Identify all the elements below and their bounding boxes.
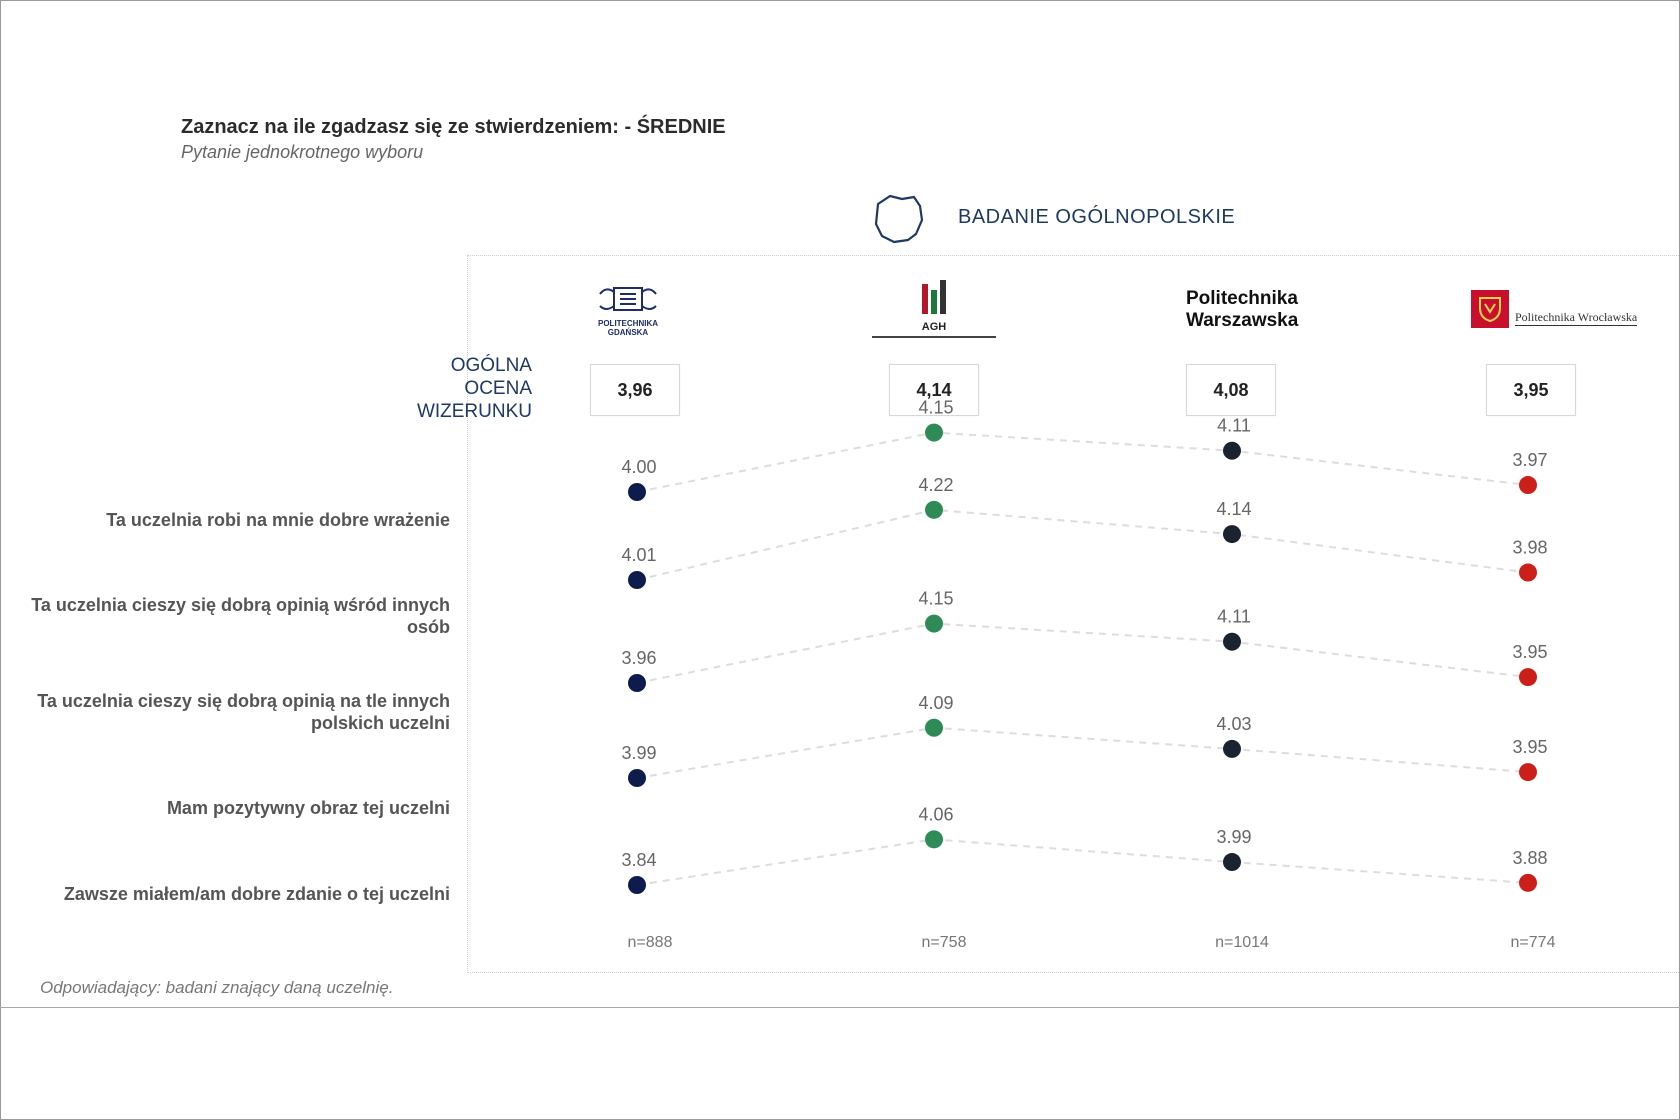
pw-logo-line-2: Warszawska xyxy=(1186,310,1299,331)
sample-size-agh: n=758 xyxy=(922,934,967,951)
value-label-agh-row-5: 4.06 xyxy=(918,804,953,824)
row-1-connector xyxy=(636,431,1529,493)
overall-label-line-1: OGÓLNA xyxy=(450,355,532,376)
statement-label-1: Ta uczelnia robi na mnie dobre wrażenie xyxy=(106,510,450,530)
overall-label-line-3: WIZERUNKU xyxy=(416,401,532,422)
poland-map-icon xyxy=(874,194,924,244)
statement-label-2: Ta uczelnia cieszy się dobrą opinią wśró… xyxy=(31,595,450,637)
chart-panel xyxy=(467,255,1680,973)
score-box-pwr: 3,95 xyxy=(1486,364,1576,416)
value-label-pw-row-4: 4.03 xyxy=(1216,714,1251,734)
value-label-pwr-row-3: 3.95 xyxy=(1512,642,1547,662)
dot-agh-row-4 xyxy=(925,718,943,737)
dot-agh-row-1 xyxy=(925,423,943,442)
overall-rating-label: OGÓLNA OCENA WIZERUNKU xyxy=(380,354,532,423)
value-label-agh-row-2: 4.22 xyxy=(918,475,953,495)
dot-pwr-row-3 xyxy=(1519,668,1537,687)
chart-title: Zaznacz na ile zgadzasz się ze stwierdze… xyxy=(181,116,726,138)
score-box-pw: 4,08 xyxy=(1186,364,1276,416)
value-label-pwr-row-5: 3.88 xyxy=(1512,848,1547,868)
pg-logo-text: POLITECHNIKA GDAŃSKA xyxy=(598,319,658,337)
dot-pwr-row-2 xyxy=(1519,563,1537,582)
sample-size-pw: n=1014 xyxy=(1215,934,1269,951)
dot-pwr-row-1 xyxy=(1519,476,1537,495)
pwr-logo-text: Politechnika Wrocławska xyxy=(1515,310,1638,326)
row-2-connector xyxy=(636,508,1529,581)
dot-agh-row-2 xyxy=(925,500,943,519)
chart-subtitle: Pytanie jednokrotnego wyboru xyxy=(181,142,424,162)
dot-pg-row-5 xyxy=(628,876,646,894)
value-label-pwr-row-4: 3.95 xyxy=(1512,737,1547,757)
logo-politechnika-gdanska: POLITECHNIKA GDAŃSKA xyxy=(592,284,664,337)
score-box-pg: 3,96 xyxy=(590,364,680,416)
logo-agh: AGH xyxy=(872,278,996,338)
dot-pwr-row-4 xyxy=(1519,763,1537,782)
statement-label-4: Mam pozytywny obraz tej uczelni xyxy=(166,798,450,818)
statement-label-5: Zawsze miałem/am dobre zdanie o tej ucze… xyxy=(63,884,450,904)
pwr-shield-icon xyxy=(1471,290,1509,328)
pg-crest-icon xyxy=(599,287,657,311)
value-label-pg-row-3: 3.96 xyxy=(621,648,656,668)
value-label-pw-row-3: 4.11 xyxy=(1217,607,1251,627)
row-5-connector xyxy=(636,838,1529,886)
logo-politechnika-warszawska: Politechnika Warszawska xyxy=(1186,288,1298,332)
value-label-agh-row-3: 4.15 xyxy=(918,589,953,609)
value-label-agh-row-1: 4.15 xyxy=(918,398,953,418)
footnote: Odpowiadający: badani znający daną uczel… xyxy=(40,978,394,997)
study-label: BADANIE OGÓLNOPOLSKIE xyxy=(958,206,1236,228)
dot-pw-row-1 xyxy=(1223,441,1241,460)
dot-pg-row-4 xyxy=(628,769,646,787)
value-label-agh-row-4: 4.09 xyxy=(918,693,953,713)
agh-logo-text: AGH xyxy=(921,321,947,333)
score-box-agh: 4,14 xyxy=(889,364,979,416)
dot-agh-row-5 xyxy=(925,830,943,849)
dot-pg-row-1 xyxy=(628,483,646,501)
row-4-connector xyxy=(636,726,1529,779)
dot-pwr-row-5 xyxy=(1519,873,1537,892)
value-label-pw-row-1: 4.11 xyxy=(1217,416,1251,436)
overall-label-line-2: OCENA xyxy=(464,378,532,399)
statement-label-3: Ta uczelnia cieszy się dobrą opinią na t… xyxy=(37,691,450,733)
logo-politechnika-wroclawska: Politechnika Wrocławska xyxy=(1471,290,1638,328)
divider xyxy=(0,1007,1680,1008)
dot-pw-row-5 xyxy=(1223,853,1241,872)
value-label-pg-row-2: 4.01 xyxy=(621,545,656,565)
value-label-pwr-row-2: 3.98 xyxy=(1512,538,1547,558)
dot-pw-row-4 xyxy=(1223,739,1241,758)
value-label-pg-row-5: 3.84 xyxy=(621,850,656,870)
sample-size-pwr: n=774 xyxy=(1511,934,1556,951)
dot-pw-row-2 xyxy=(1223,525,1241,544)
row-3-connector xyxy=(636,622,1529,684)
value-label-pw-row-2: 4.14 xyxy=(1216,499,1251,519)
sample-size-pg: n=888 xyxy=(628,934,673,951)
value-label-pw-row-5: 3.99 xyxy=(1216,827,1251,847)
dot-agh-row-3 xyxy=(925,614,943,633)
value-label-pwr-row-1: 3.97 xyxy=(1512,450,1547,470)
value-label-pg-row-4: 3.99 xyxy=(621,743,656,763)
value-label-pg-row-1: 4.00 xyxy=(621,457,656,477)
dot-pg-row-2 xyxy=(628,571,646,589)
dot-pg-row-3 xyxy=(628,674,646,692)
dot-pw-row-3 xyxy=(1223,632,1241,651)
pw-logo-line-1: Politechnika xyxy=(1186,288,1298,309)
agh-logo-underline xyxy=(872,336,996,338)
agh-emblem-icon xyxy=(922,280,946,314)
